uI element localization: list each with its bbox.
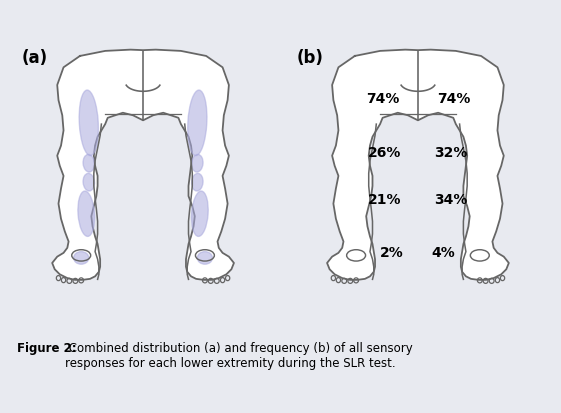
Ellipse shape [78, 192, 95, 237]
Ellipse shape [191, 192, 208, 237]
Text: 26%: 26% [368, 145, 402, 159]
Text: Figure 2:: Figure 2: [17, 341, 76, 354]
Ellipse shape [197, 252, 213, 265]
Ellipse shape [73, 252, 89, 265]
Text: 4%: 4% [432, 245, 456, 259]
Ellipse shape [83, 174, 94, 192]
Ellipse shape [192, 174, 203, 192]
Ellipse shape [79, 91, 98, 156]
Text: (a): (a) [22, 49, 48, 67]
Text: 21%: 21% [368, 192, 402, 206]
Text: 74%: 74% [437, 91, 470, 105]
Polygon shape [52, 50, 234, 280]
Ellipse shape [83, 155, 94, 173]
Polygon shape [327, 50, 509, 280]
Text: Combined distribution (a) and frequency (b) of all sensory
responses for each lo: Combined distribution (a) and frequency … [65, 341, 412, 369]
Text: 32%: 32% [434, 145, 468, 159]
Text: 34%: 34% [434, 192, 468, 206]
Ellipse shape [188, 91, 207, 156]
Text: 74%: 74% [366, 91, 399, 105]
Text: (b): (b) [297, 49, 324, 67]
Ellipse shape [192, 155, 203, 173]
Text: 2%: 2% [380, 245, 404, 259]
